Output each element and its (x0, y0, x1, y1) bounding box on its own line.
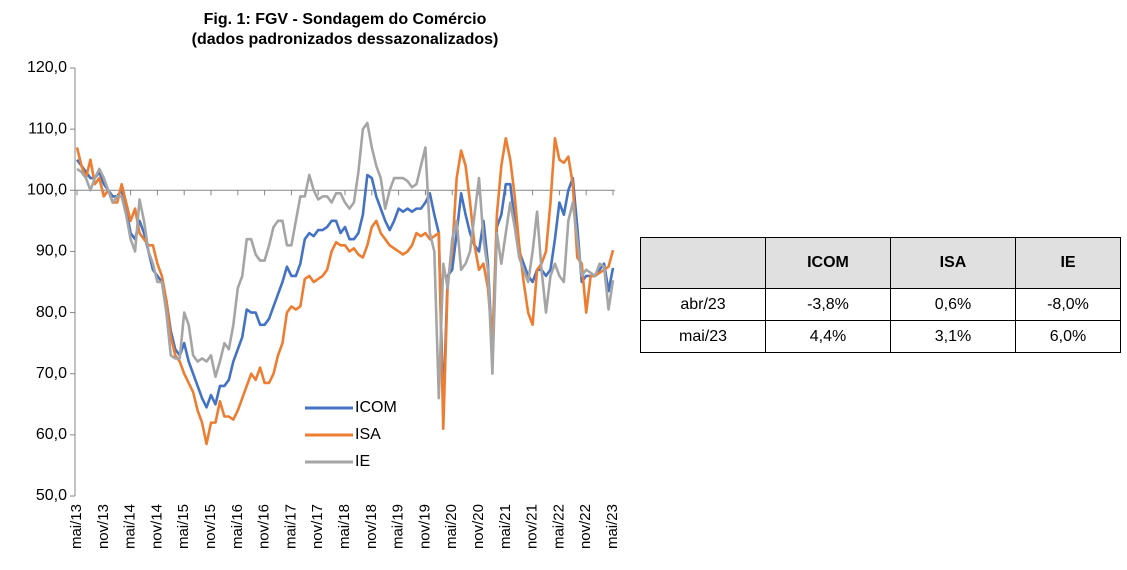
x-tick-label: nov/13 (95, 504, 112, 549)
series-line (76, 121, 615, 400)
x-tick-label: mai/16 (229, 504, 246, 549)
y-tick-label: 90,0 (36, 243, 67, 260)
x-tick-label: mai/19 (390, 504, 407, 549)
table: ICOM ISA IE abr/23 -3,8% 0,6% -8,0% mai/… (640, 237, 1121, 353)
y-tick-label: 50,0 (36, 487, 67, 504)
chart: Fig. 1: FGV - Sondagem do Comércio (dado… (27, 11, 621, 549)
y-tick-label: 100,0 (27, 182, 67, 199)
x-tick-label: nov/18 (363, 504, 380, 549)
legend-label: IE (355, 453, 370, 470)
x-tick-label: mai/20 (443, 504, 460, 549)
x-tick-label: mai/17 (282, 504, 299, 549)
cell: 3,1% (890, 320, 1016, 353)
cell: -3,8% (765, 288, 891, 321)
x-tick-label: mai/18 (336, 504, 353, 549)
x-tick-label: nov/15 (202, 504, 219, 549)
cell: -8,0% (1015, 288, 1121, 321)
legend-label: ICOM (355, 399, 397, 416)
y-tick-label: 120,0 (27, 59, 67, 76)
chart-title: Fig. 1: FGV - Sondagem do Comércio (204, 11, 487, 28)
cell: 4,4% (765, 320, 891, 353)
y-tick-label: 80,0 (36, 304, 67, 321)
column-header: ISA (890, 237, 1016, 289)
chart-subtitle: (dados padronizados dessazonalizados) (192, 31, 499, 48)
series-line (75, 137, 615, 446)
y-tick-label: 60,0 (36, 426, 67, 443)
x-tick-label: mai/14 (122, 504, 139, 549)
x-tick-label: nov/20 (470, 504, 487, 549)
x-tick-label: nov/14 (148, 504, 165, 549)
x-tick-label: mai/21 (497, 504, 514, 549)
x-tick-label: mai/13 (68, 504, 85, 549)
x-tick-label: mai/15 (175, 504, 192, 549)
x-tick-label: mai/22 (550, 504, 567, 549)
cell: 0,6% (890, 288, 1016, 321)
cell: abr/23 (640, 288, 766, 321)
x-tick-label: nov/17 (309, 504, 326, 549)
header-row: ICOM ISA IE (640, 237, 1121, 289)
x-tick-label: nov/22 (577, 504, 594, 549)
x-tick-label: nov/19 (416, 504, 433, 549)
legend-label: ISA (355, 426, 381, 443)
corner-cell (640, 237, 766, 289)
column-header: IE (1015, 237, 1121, 289)
x-tick-label: nov/16 (256, 504, 273, 549)
y-tick-label: 110,0 (28, 120, 67, 137)
series-line (75, 158, 615, 412)
x-tick-label: mai/23 (604, 504, 621, 549)
cell: 6,0% (1015, 320, 1121, 353)
x-tick-label: nov/21 (524, 504, 541, 549)
column-header: ICOM (765, 237, 891, 289)
row: mai/23 4,4% 3,1% 6,0% (640, 320, 1121, 353)
y-tick-label: 70,0 (36, 365, 67, 382)
cell: mai/23 (640, 320, 766, 353)
row: abr/23 -3,8% 0,6% -8,0% (640, 288, 1121, 321)
